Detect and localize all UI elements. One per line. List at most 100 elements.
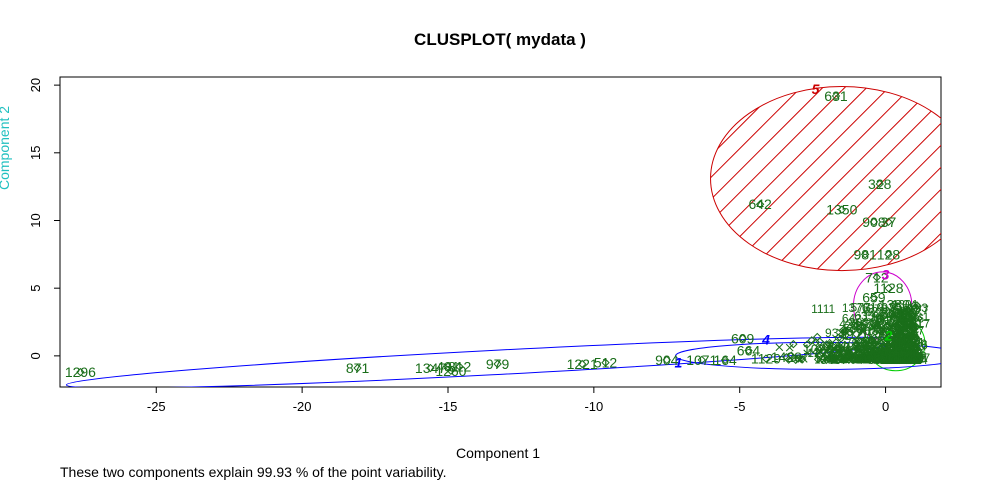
svg-text:1323: 1323 xyxy=(865,324,892,338)
svg-text:598: 598 xyxy=(854,336,874,350)
svg-text:1096: 1096 xyxy=(890,353,917,367)
point-label: 212 xyxy=(888,307,912,323)
svg-text:832: 832 xyxy=(884,352,904,366)
svg-text:202: 202 xyxy=(844,319,864,333)
svg-text:1277: 1277 xyxy=(893,344,920,358)
svg-text:497: 497 xyxy=(894,351,914,365)
cluster-labels: 1234 5 xyxy=(675,81,893,370)
svg-text:1339: 1339 xyxy=(873,352,900,366)
svg-text:515: 515 xyxy=(863,350,883,364)
svg-text:1200: 1200 xyxy=(846,343,873,357)
svg-text:310: 310 xyxy=(863,301,883,315)
point-label: 328 xyxy=(868,176,892,192)
svg-text:853: 853 xyxy=(900,333,920,347)
svg-text:482: 482 xyxy=(898,351,918,365)
svg-text:947: 947 xyxy=(887,347,907,361)
y-axis: 0 5 10 15 20 xyxy=(28,78,60,359)
svg-text:1116: 1116 xyxy=(885,333,910,347)
point-label: 642 xyxy=(748,196,772,212)
svg-text:979: 979 xyxy=(893,350,913,364)
point-label: 871 xyxy=(346,360,370,376)
point-label: 164 xyxy=(713,352,737,368)
svg-text:13: 13 xyxy=(880,353,894,367)
y-tick-label: 10 xyxy=(28,213,43,227)
point-label: 712 xyxy=(865,269,889,285)
point-979: 979 xyxy=(486,356,510,372)
svg-text:832: 832 xyxy=(904,347,924,361)
svg-text:303: 303 xyxy=(849,316,869,330)
svg-text:344: 344 xyxy=(863,351,883,365)
point-328: 328 xyxy=(868,176,892,192)
point-label: 1088 xyxy=(803,341,834,357)
svg-text:55: 55 xyxy=(885,353,899,367)
svg-text:416: 416 xyxy=(867,344,887,358)
point-609: 609 xyxy=(731,330,755,346)
x-tick-label: -25 xyxy=(147,399,166,414)
svg-text:910: 910 xyxy=(904,349,924,363)
svg-text:84: 84 xyxy=(837,348,851,362)
point-label: 512 xyxy=(594,355,618,371)
point-label: 1428 xyxy=(771,349,802,365)
svg-text:1234: 1234 xyxy=(853,351,880,365)
x-tick-label: 0 xyxy=(882,399,889,414)
svg-text:698: 698 xyxy=(878,328,898,342)
y-tick-label: 5 xyxy=(28,285,43,292)
svg-text:1245: 1245 xyxy=(888,349,915,363)
cluster-label-4: 4 xyxy=(761,332,770,348)
svg-text:1248: 1248 xyxy=(890,353,917,367)
point-981: 981 xyxy=(853,246,877,262)
svg-text:423: 423 xyxy=(839,317,859,331)
svg-text:2: 2 xyxy=(883,338,890,352)
svg-text:749: 749 xyxy=(882,338,902,352)
svg-text:321: 321 xyxy=(878,330,898,344)
point-582: 582 xyxy=(827,340,851,356)
svg-text:424: 424 xyxy=(874,346,894,360)
svg-text:1217: 1217 xyxy=(903,316,930,330)
point-label: 659 xyxy=(862,290,886,306)
svg-text:940: 940 xyxy=(895,353,915,367)
svg-text:960: 960 xyxy=(873,310,893,324)
point-label: 1128 xyxy=(873,280,903,296)
point-label: 979 xyxy=(486,356,510,372)
point-659: 659 xyxy=(862,290,886,306)
cluster-label-2: 2 xyxy=(884,328,893,344)
svg-text:324: 324 xyxy=(881,353,901,367)
cluster-label-5: 5 xyxy=(812,81,820,97)
svg-text:1111: 1111 xyxy=(811,302,835,316)
svg-text:1334: 1334 xyxy=(854,319,881,333)
point-label: 812 xyxy=(448,359,472,375)
svg-text:871: 871 xyxy=(892,328,912,342)
svg-text:1119: 1119 xyxy=(872,352,897,366)
point-label: 37 xyxy=(881,214,897,230)
svg-text:291: 291 xyxy=(874,318,894,332)
svg-text:546: 546 xyxy=(820,353,840,367)
svg-text:540: 540 xyxy=(860,351,880,365)
svg-text:37: 37 xyxy=(881,352,895,366)
point-1120: 1120 xyxy=(841,326,871,342)
svg-text:982: 982 xyxy=(872,314,892,328)
svg-text:536: 536 xyxy=(906,346,926,360)
svg-text:522: 522 xyxy=(895,352,915,366)
x-tick-label: -10 xyxy=(584,399,603,414)
point-1380: 1380 xyxy=(879,296,910,312)
point-label: 1120 xyxy=(841,326,871,342)
svg-text:730: 730 xyxy=(895,353,915,367)
svg-text:449: 449 xyxy=(892,318,912,332)
point-37: 37 xyxy=(881,214,897,230)
svg-text:832: 832 xyxy=(891,336,911,350)
x-tick-label: -15 xyxy=(439,399,458,414)
svg-text:306: 306 xyxy=(902,352,922,366)
point-label: 908 xyxy=(862,214,886,230)
svg-text:621: 621 xyxy=(832,345,852,359)
point-label: 1071 xyxy=(686,352,717,368)
point-642: 642 xyxy=(748,196,772,212)
point-1428: 1428 xyxy=(771,349,802,365)
svg-text:162: 162 xyxy=(869,347,889,361)
svg-text:95: 95 xyxy=(889,300,903,314)
svg-text:174: 174 xyxy=(882,350,902,364)
svg-text:287: 287 xyxy=(893,318,913,332)
svg-text:1118: 1118 xyxy=(869,348,894,362)
svg-text:66: 66 xyxy=(860,349,874,363)
